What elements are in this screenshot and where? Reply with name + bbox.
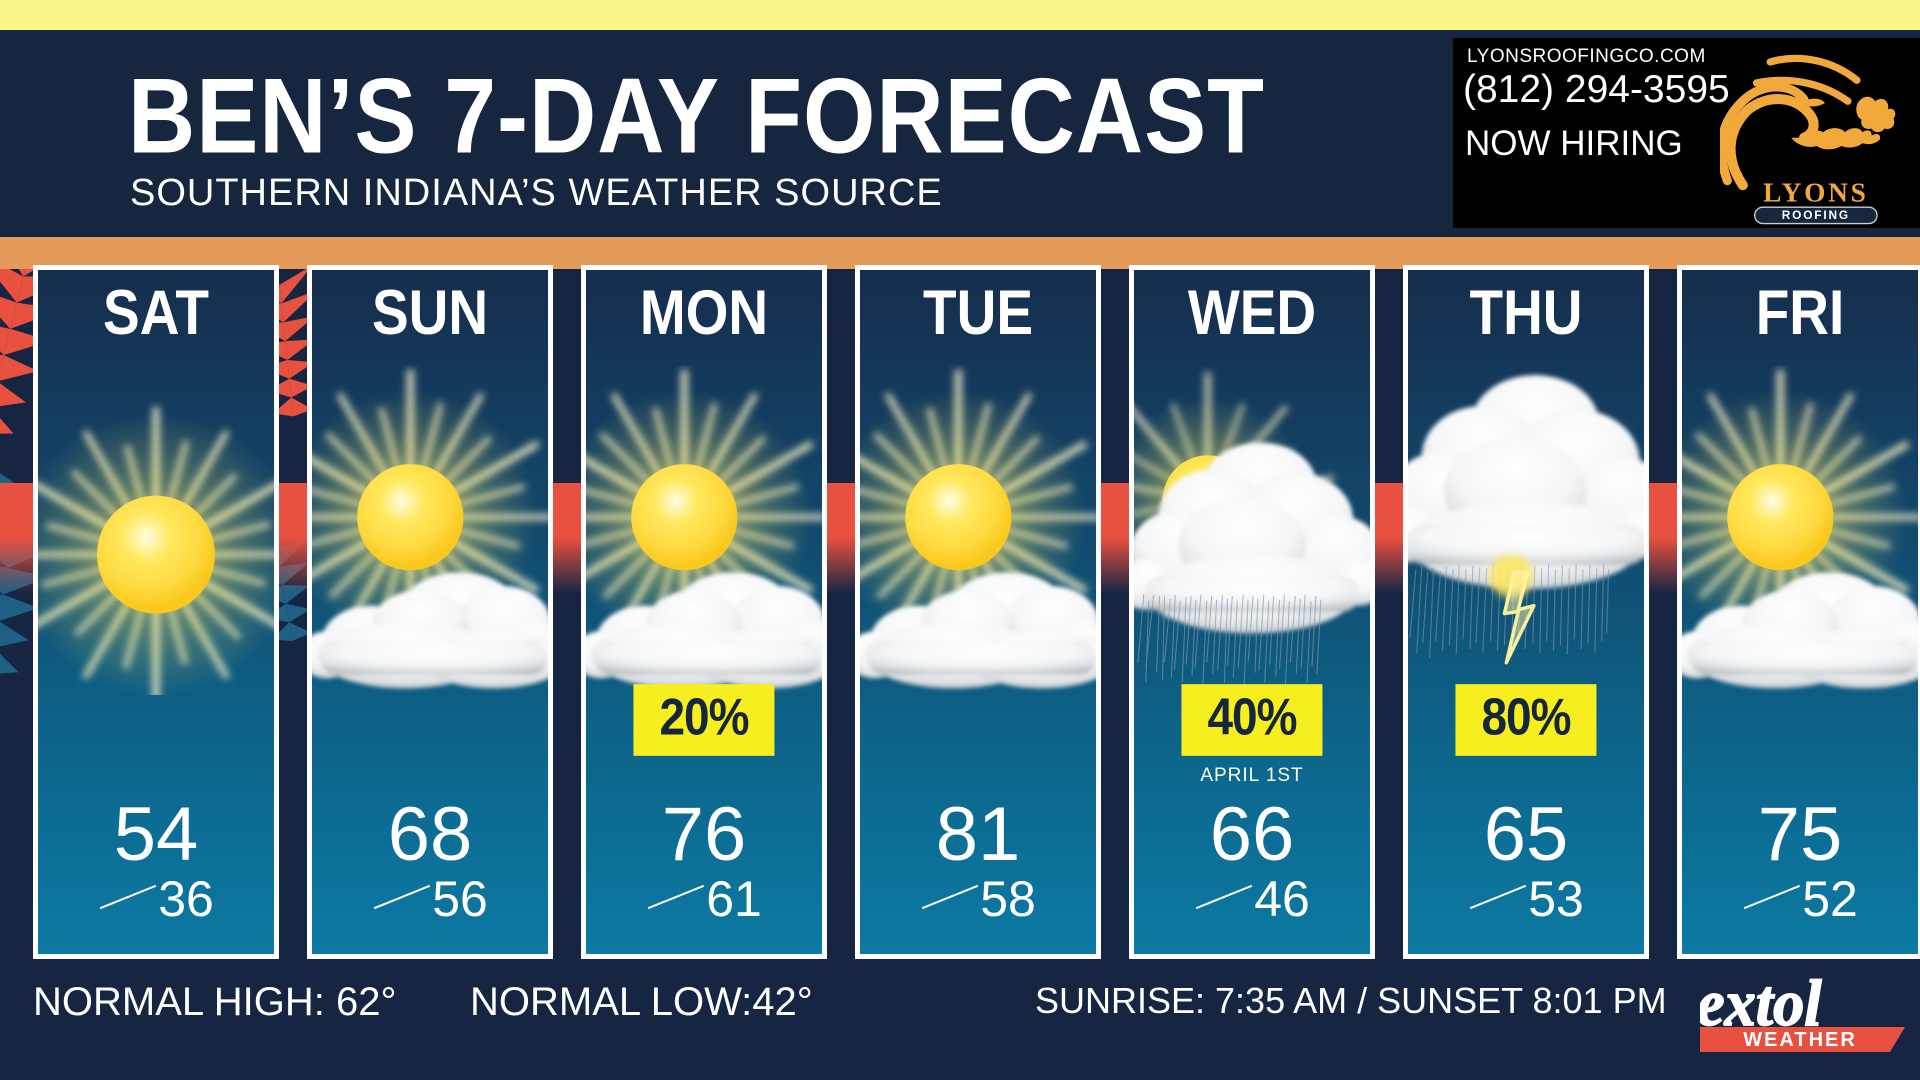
svg-text:LYONS: LYONS <box>1763 178 1868 208</box>
svg-text:WEATHER: WEATHER <box>1743 1029 1857 1051</box>
svg-text:ROOFING: ROOFING <box>1782 208 1850 222</box>
